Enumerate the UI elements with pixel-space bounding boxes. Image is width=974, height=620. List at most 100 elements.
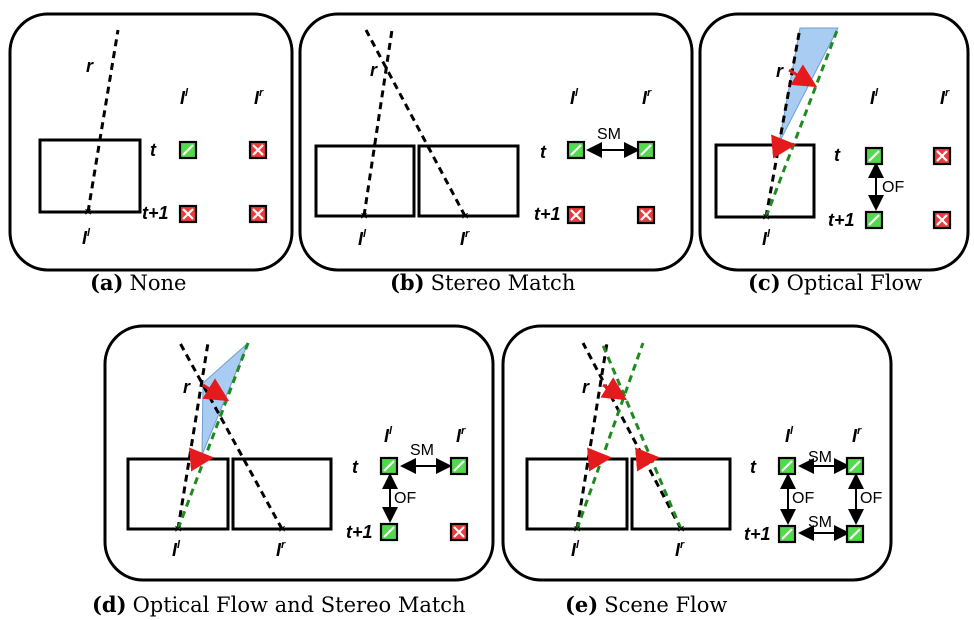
- col-header-il: Il: [870, 87, 879, 108]
- flow-region: [778, 27, 839, 144]
- label-r: r: [776, 61, 784, 81]
- label-r: r: [370, 60, 378, 80]
- col-header-ir: Ir: [852, 425, 862, 446]
- col-header-il: Il: [180, 87, 189, 108]
- captions: (a) None (b) Stereo Match (c) Optical Flow …: [90, 270, 922, 617]
- col-header-ir: Ir: [940, 87, 950, 108]
- row-label-t1: t+1: [534, 204, 561, 224]
- marker-x: ×: [278, 521, 286, 536]
- cross-icon: [248, 204, 268, 224]
- check-icon: [845, 456, 865, 476]
- flow-arrow-small: [635, 447, 660, 472]
- sm-label: SM: [410, 442, 434, 459]
- cross-icon: [449, 522, 469, 542]
- check-icon: [566, 140, 586, 160]
- col-header-ir: Ir: [642, 87, 652, 108]
- caption-e: (e) Scene Flow: [565, 592, 727, 617]
- label-ir: Ir: [675, 539, 685, 560]
- row-label-t: t: [150, 140, 157, 160]
- ray-flow-green-left: [575, 342, 645, 530]
- col-header-ir: Ir: [254, 87, 264, 108]
- camera-left-rect: [525, 457, 629, 531]
- caption-b: (b) Stereo Match: [390, 270, 575, 295]
- panel-d: × × r Il Ir Il Ir t t+1 SM OF: [103, 324, 495, 582]
- col-header-ir: Ir: [456, 425, 466, 446]
- flow-arrow: [600, 377, 628, 401]
- panel-a: × r Il Il Ir t t+1: [8, 12, 294, 272]
- of-label: OF: [860, 490, 882, 507]
- row-label-t: t: [352, 457, 359, 477]
- caption-d: (d) Optical Flow and Stereo Match: [92, 592, 466, 617]
- flow-arrow-small: [189, 447, 214, 472]
- flow-arrow: [202, 378, 230, 402]
- marker-x: ×: [762, 209, 770, 224]
- row-label-t1: t+1: [828, 210, 855, 230]
- check-icon: [845, 524, 865, 544]
- cross-icon: [178, 204, 198, 224]
- label-r: r: [86, 56, 94, 76]
- ray-left: [362, 29, 394, 217]
- check-icon: [449, 456, 469, 476]
- panel-frame: [298, 12, 694, 272]
- flow-arrow-small: [771, 134, 796, 159]
- check-icon: [777, 456, 797, 476]
- of-label: OF: [882, 179, 904, 196]
- row-label-t: t: [750, 457, 757, 477]
- panel-e: × × r Il Ir Il Ir t t+1 SM SM OF OF: [501, 324, 893, 582]
- camera-left-rect: [714, 143, 816, 219]
- camera-right-rect: [630, 457, 732, 531]
- marker-x: ×: [677, 521, 685, 536]
- label-ir: Ir: [460, 228, 470, 249]
- camera-right-rect: [417, 144, 520, 218]
- check-icon: [864, 210, 884, 230]
- ray-left: [176, 342, 210, 530]
- marker-x: ×: [573, 521, 581, 536]
- flow-arrow-small: [587, 447, 612, 472]
- col-header-il: Il: [384, 425, 393, 446]
- col-header-il: Il: [785, 425, 794, 446]
- cross-icon: [248, 140, 268, 160]
- col-header-il: Il: [570, 87, 579, 108]
- label-il: Il: [82, 227, 91, 248]
- row-label-t1: t+1: [744, 524, 771, 544]
- panel-frame: [103, 324, 495, 582]
- marker-x: ×: [84, 204, 92, 219]
- sm-label: SM: [808, 449, 832, 466]
- of-label: OF: [394, 490, 416, 507]
- check-icon: [379, 456, 399, 476]
- panel-c: × r Il Il Ir t t+1 OF: [698, 12, 970, 272]
- label-ir: Ir: [276, 539, 286, 560]
- ray-left: [86, 29, 120, 213]
- marker-x: ×: [174, 521, 182, 536]
- label-r: r: [582, 377, 590, 397]
- label-il: Il: [762, 228, 771, 249]
- camera-left-rect: [126, 457, 230, 531]
- label-r: r: [183, 377, 191, 397]
- check-icon: [178, 140, 198, 160]
- cross-icon: [636, 205, 656, 225]
- check-icon: [636, 140, 656, 160]
- label-il: Il: [571, 539, 580, 560]
- ray-flow-green: [176, 342, 250, 530]
- label-il: Il: [172, 539, 181, 560]
- panel-frame: [698, 12, 970, 272]
- row-label-t: t: [540, 142, 547, 162]
- of-label: OF: [792, 490, 814, 507]
- camera-left-rect: [314, 144, 416, 218]
- camera-left-rect: [38, 138, 142, 214]
- panel-frame: [501, 324, 893, 582]
- caption-a: (a) None: [90, 270, 186, 295]
- sm-label: SM: [808, 514, 832, 531]
- flow-arrow: [788, 64, 818, 88]
- sm-label: SM: [597, 126, 621, 143]
- cross-icon: [932, 210, 952, 230]
- camera-right-rect: [231, 457, 333, 531]
- marker-x: ×: [360, 208, 368, 223]
- cross-icon: [566, 205, 586, 225]
- marker-x: ×: [461, 208, 469, 223]
- ray-left: [764, 27, 802, 218]
- check-icon: [777, 524, 797, 544]
- cross-icon: [932, 146, 952, 166]
- row-label-t1: t+1: [142, 203, 169, 223]
